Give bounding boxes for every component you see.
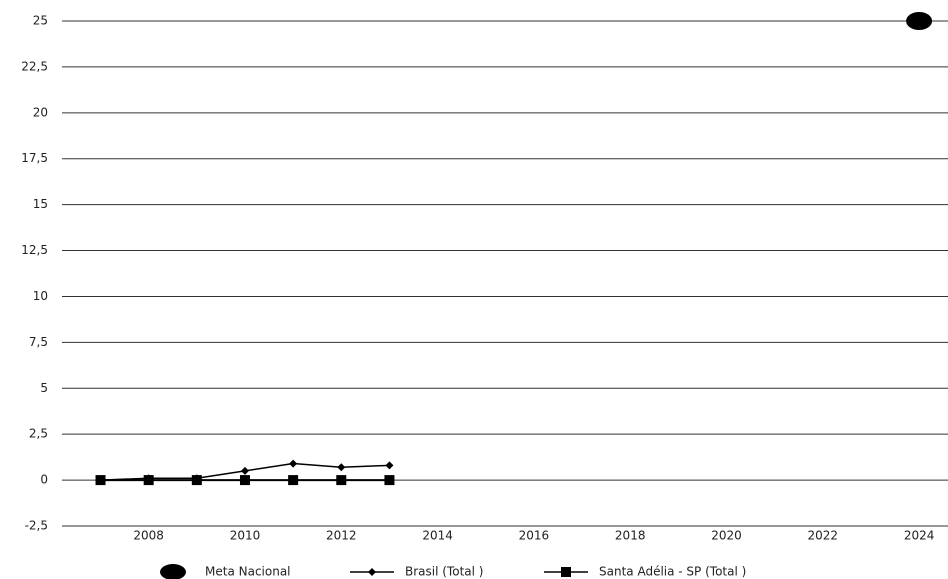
point bbox=[906, 12, 933, 30]
y-tick-label: 20 bbox=[33, 105, 48, 119]
x-tick-label: 2008 bbox=[133, 529, 164, 543]
point bbox=[337, 463, 346, 472]
point bbox=[191, 475, 202, 486]
legend-marker bbox=[160, 564, 186, 579]
point bbox=[240, 466, 249, 475]
x-tick-label: 2020 bbox=[711, 529, 742, 543]
y-tick-label: 7,5 bbox=[29, 335, 48, 349]
legend-marker bbox=[561, 567, 571, 577]
legend-label: Brasil (Total ) bbox=[405, 565, 483, 579]
point bbox=[336, 475, 347, 486]
legend-label: Santa Adélia - SP (Total ) bbox=[599, 565, 746, 579]
y-tick-label: 15 bbox=[33, 197, 48, 211]
point bbox=[239, 475, 250, 486]
point bbox=[95, 475, 106, 486]
y-tick-label: 2,5 bbox=[29, 427, 48, 441]
y-tick-label: 12,5 bbox=[21, 243, 48, 257]
y-tick-label: 10 bbox=[33, 289, 48, 303]
point bbox=[384, 475, 395, 486]
x-tick-label: 2016 bbox=[519, 529, 550, 543]
y-tick-label: 0 bbox=[40, 473, 48, 487]
legend-label: Meta Nacional bbox=[205, 565, 291, 579]
x-tick-label: 2010 bbox=[230, 529, 261, 543]
x-tick-label: 2022 bbox=[808, 529, 839, 543]
x-tick-label: 2014 bbox=[422, 529, 453, 543]
y-tick-label: 25 bbox=[33, 14, 48, 28]
y-tick-label: -2,5 bbox=[25, 519, 48, 533]
y-tick-label: 17,5 bbox=[21, 151, 48, 165]
point bbox=[143, 475, 154, 486]
y-tick-label: 22,5 bbox=[21, 59, 48, 73]
point bbox=[385, 461, 394, 470]
x-tick-label: 2012 bbox=[326, 529, 357, 543]
legend-marker bbox=[368, 568, 376, 576]
point bbox=[288, 475, 299, 486]
point bbox=[289, 459, 298, 468]
x-tick-label: 2024 bbox=[904, 529, 935, 543]
y-tick-label: 5 bbox=[40, 381, 48, 395]
x-tick-label: 2018 bbox=[615, 529, 646, 543]
